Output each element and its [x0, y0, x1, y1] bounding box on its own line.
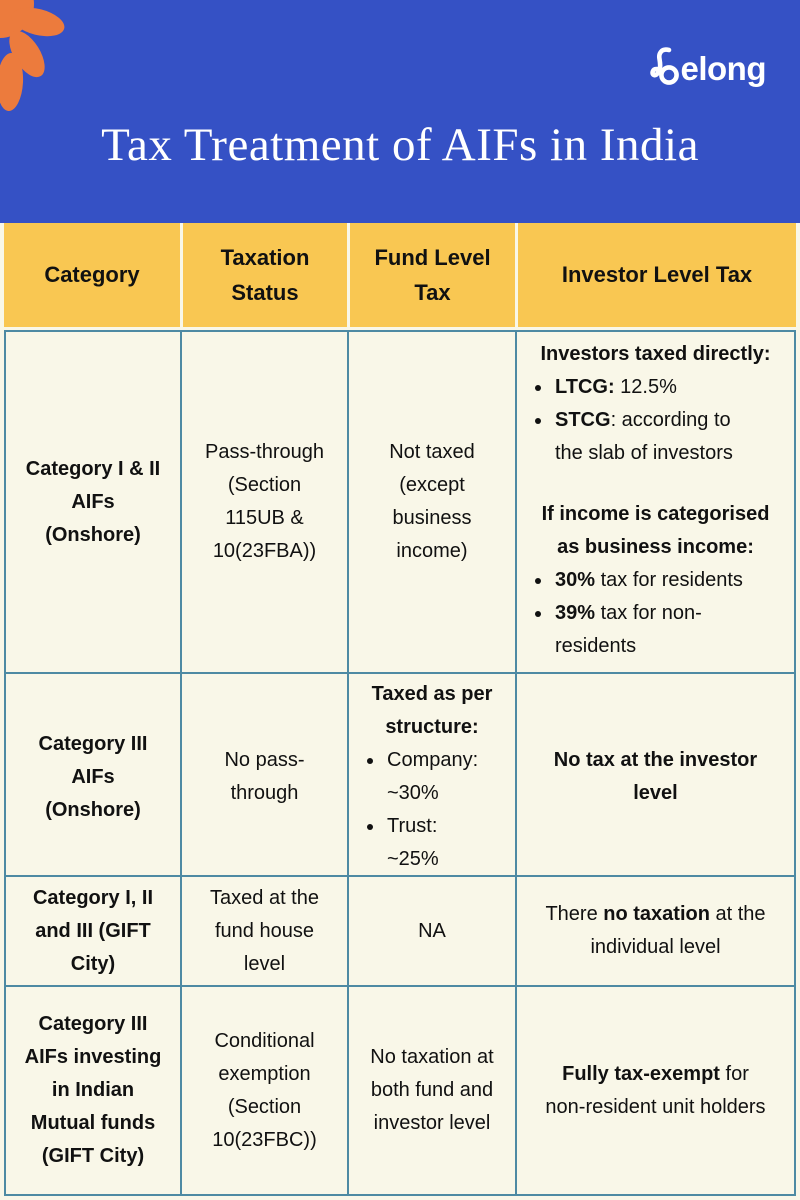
emphasized-text: Taxed as per structure: [371, 683, 493, 738]
emphasized-text: STCG [555, 409, 611, 431]
spacer [523, 470, 788, 498]
table-row: Category I & II AIFs (Onshore) Pass-throu… [6, 332, 794, 672]
bullet-item: STCG: according to the slab of investors [553, 404, 788, 470]
table-cell: No pass- through [180, 674, 347, 880]
cell-text: Pass-through (Section 115UB & 10(23FBA)) [188, 436, 341, 568]
table-cell: Taxed at the fund house level [180, 877, 347, 985]
text-run: Taxed at the fund house level [210, 886, 319, 975]
belong-logo: elong [649, 44, 767, 88]
table-cell: Not taxed (except business income) [347, 332, 515, 672]
emphasized-text: Category III AIFs investing in Indian Mu… [24, 1013, 162, 1167]
belong-logo-b-icon [649, 47, 679, 85]
bullet-item: Company: ~30% [385, 744, 509, 810]
cell-text: No tax at the investor level [523, 744, 788, 810]
bullet-list: LTCG: 12.5%STCG: according to the slab o… [523, 371, 788, 470]
cell-text: Taxed at the fund house level [188, 882, 341, 981]
text-run: No taxation at both fund and investor le… [370, 1046, 494, 1134]
hero-banner: elong Tax Treatment of AIFs in India [0, 0, 800, 223]
emphasized-text: Category I & II AIFs (Onshore) [25, 457, 161, 546]
text-run: There [545, 903, 604, 925]
table-cell: No tax at the investor level [515, 674, 794, 880]
table-row: Category I, II and III (GIFT City) Taxed … [6, 875, 794, 985]
column-header-category: Category [4, 223, 180, 327]
text-run: Pass-through (Section 115UB & 10(23FBA)) [205, 441, 324, 562]
cell-text: Investors taxed directly: [523, 338, 788, 371]
page-title: Tax Treatment of AIFs in India [101, 119, 699, 171]
emphasized-text: Category III AIFs (Onshore) [38, 732, 148, 821]
text-run: for non-resident unit holders [545, 1062, 766, 1118]
cell-text: NA [355, 915, 509, 948]
emphasized-text: Fully tax-exempt [562, 1062, 720, 1085]
table-row: Category III AIFs (Onshore) No pass- thro… [6, 672, 794, 880]
text-run: Company: ~30% [387, 749, 479, 804]
column-header-fund-level-tax: Fund Level Tax [347, 223, 515, 327]
emphasized-text: No tax at the investor level [553, 749, 758, 804]
belong-logo-text: elong [680, 50, 767, 87]
emphasized-text: 30% [555, 569, 596, 591]
cell-text: Category III AIFs (Onshore) [12, 728, 174, 827]
emphasized-text: LTCG: [555, 376, 615, 398]
emphasized-text: no taxation [603, 903, 710, 925]
column-header-investor-level-tax: Investor Level Tax [515, 223, 796, 327]
cell-text: Conditional exemption (Section 10(23FBC)… [188, 1025, 341, 1157]
column-header-taxation-status: Taxation Status [180, 223, 347, 327]
cell-text: Fully tax-exempt for non-resident unit h… [523, 1058, 788, 1124]
cell-text: Category I & II AIFs (Onshore) [12, 453, 174, 552]
cell-text: No taxation at both fund and investor le… [355, 1041, 509, 1140]
aif-tax-table: Category Taxation Status Fund Level Tax … [4, 223, 796, 1196]
text-run: NA [418, 919, 446, 942]
table-cell: Taxed as per structure: Company: ~30% Trus… [347, 674, 515, 880]
table-cell: Conditional exemption (Section 10(23FBC)… [180, 987, 347, 1194]
table-cell: Category III AIFs investing in Indian Mu… [6, 987, 180, 1194]
text-run: Not taxed (except business income) [389, 441, 475, 562]
table-row: Category III AIFs investing in Indian Mu… [6, 985, 794, 1194]
emphasized-text: Investors taxed directly: [540, 343, 771, 365]
cell-text: Category III AIFs investing in Indian Mu… [12, 1008, 174, 1173]
text-run: tax for residents [595, 569, 743, 591]
text-run: at the individual level [590, 903, 766, 958]
table-cell: Category III AIFs (Onshore) [6, 674, 180, 880]
emphasized-text: 39% [555, 602, 596, 624]
table-cell: Category I, II and III (GIFT City) [6, 877, 180, 985]
emphasized-text: Category I, II and III (GIFT City) [32, 886, 154, 975]
cell-text: There no taxation at the individual leve… [523, 898, 788, 964]
emphasized-text: If income is categorised as business inc… [541, 503, 770, 558]
bullet-item: Trust: ~25% [385, 810, 509, 876]
cell-text: If income is categorised as business inc… [523, 498, 788, 564]
table-cell: No taxation at both fund and investor le… [347, 987, 515, 1194]
table-cell: NA [347, 877, 515, 985]
bullet-list: Company: ~30% Trust: ~25% [355, 744, 509, 876]
bullet-item: 30% tax for residents [553, 564, 788, 597]
text-run: Trust: ~25% [387, 815, 439, 870]
table-cell: There no taxation at the individual leve… [515, 877, 794, 985]
table-header-row: Category Taxation Status Fund Level Tax … [4, 223, 796, 327]
table-cell: Investors taxed directly:LTCG: 12.5%STCG… [515, 332, 794, 672]
table-cell: Pass-through (Section 115UB & 10(23FBA)) [180, 332, 347, 672]
bullet-item: 39% tax for non- residents [553, 597, 788, 663]
cell-text: Category I, II and III (GIFT City) [12, 882, 174, 981]
text-run: Conditional exemption (Section 10(23FBC)… [212, 1029, 317, 1151]
cell-text: Taxed as per structure: [355, 678, 509, 744]
text-run: No pass- through [224, 749, 305, 804]
table-cell: Fully tax-exempt for non-resident unit h… [515, 987, 794, 1194]
cell-text: Not taxed (except business income) [355, 436, 509, 568]
cell-text: No pass- through [188, 744, 341, 810]
bullet-list: 30% tax for residents39% tax for non- re… [523, 564, 788, 663]
text-run: : according to the slab of investors [555, 409, 733, 464]
text-run: tax for non- residents [555, 602, 702, 657]
table-body: Category I & II AIFs (Onshore) Pass-throu… [4, 330, 796, 1196]
table-cell: Category I & II AIFs (Onshore) [6, 332, 180, 672]
text-run: 12.5% [614, 376, 677, 398]
flower-decoration-icon [0, 0, 65, 111]
bullet-item: LTCG: 12.5% [553, 371, 788, 404]
